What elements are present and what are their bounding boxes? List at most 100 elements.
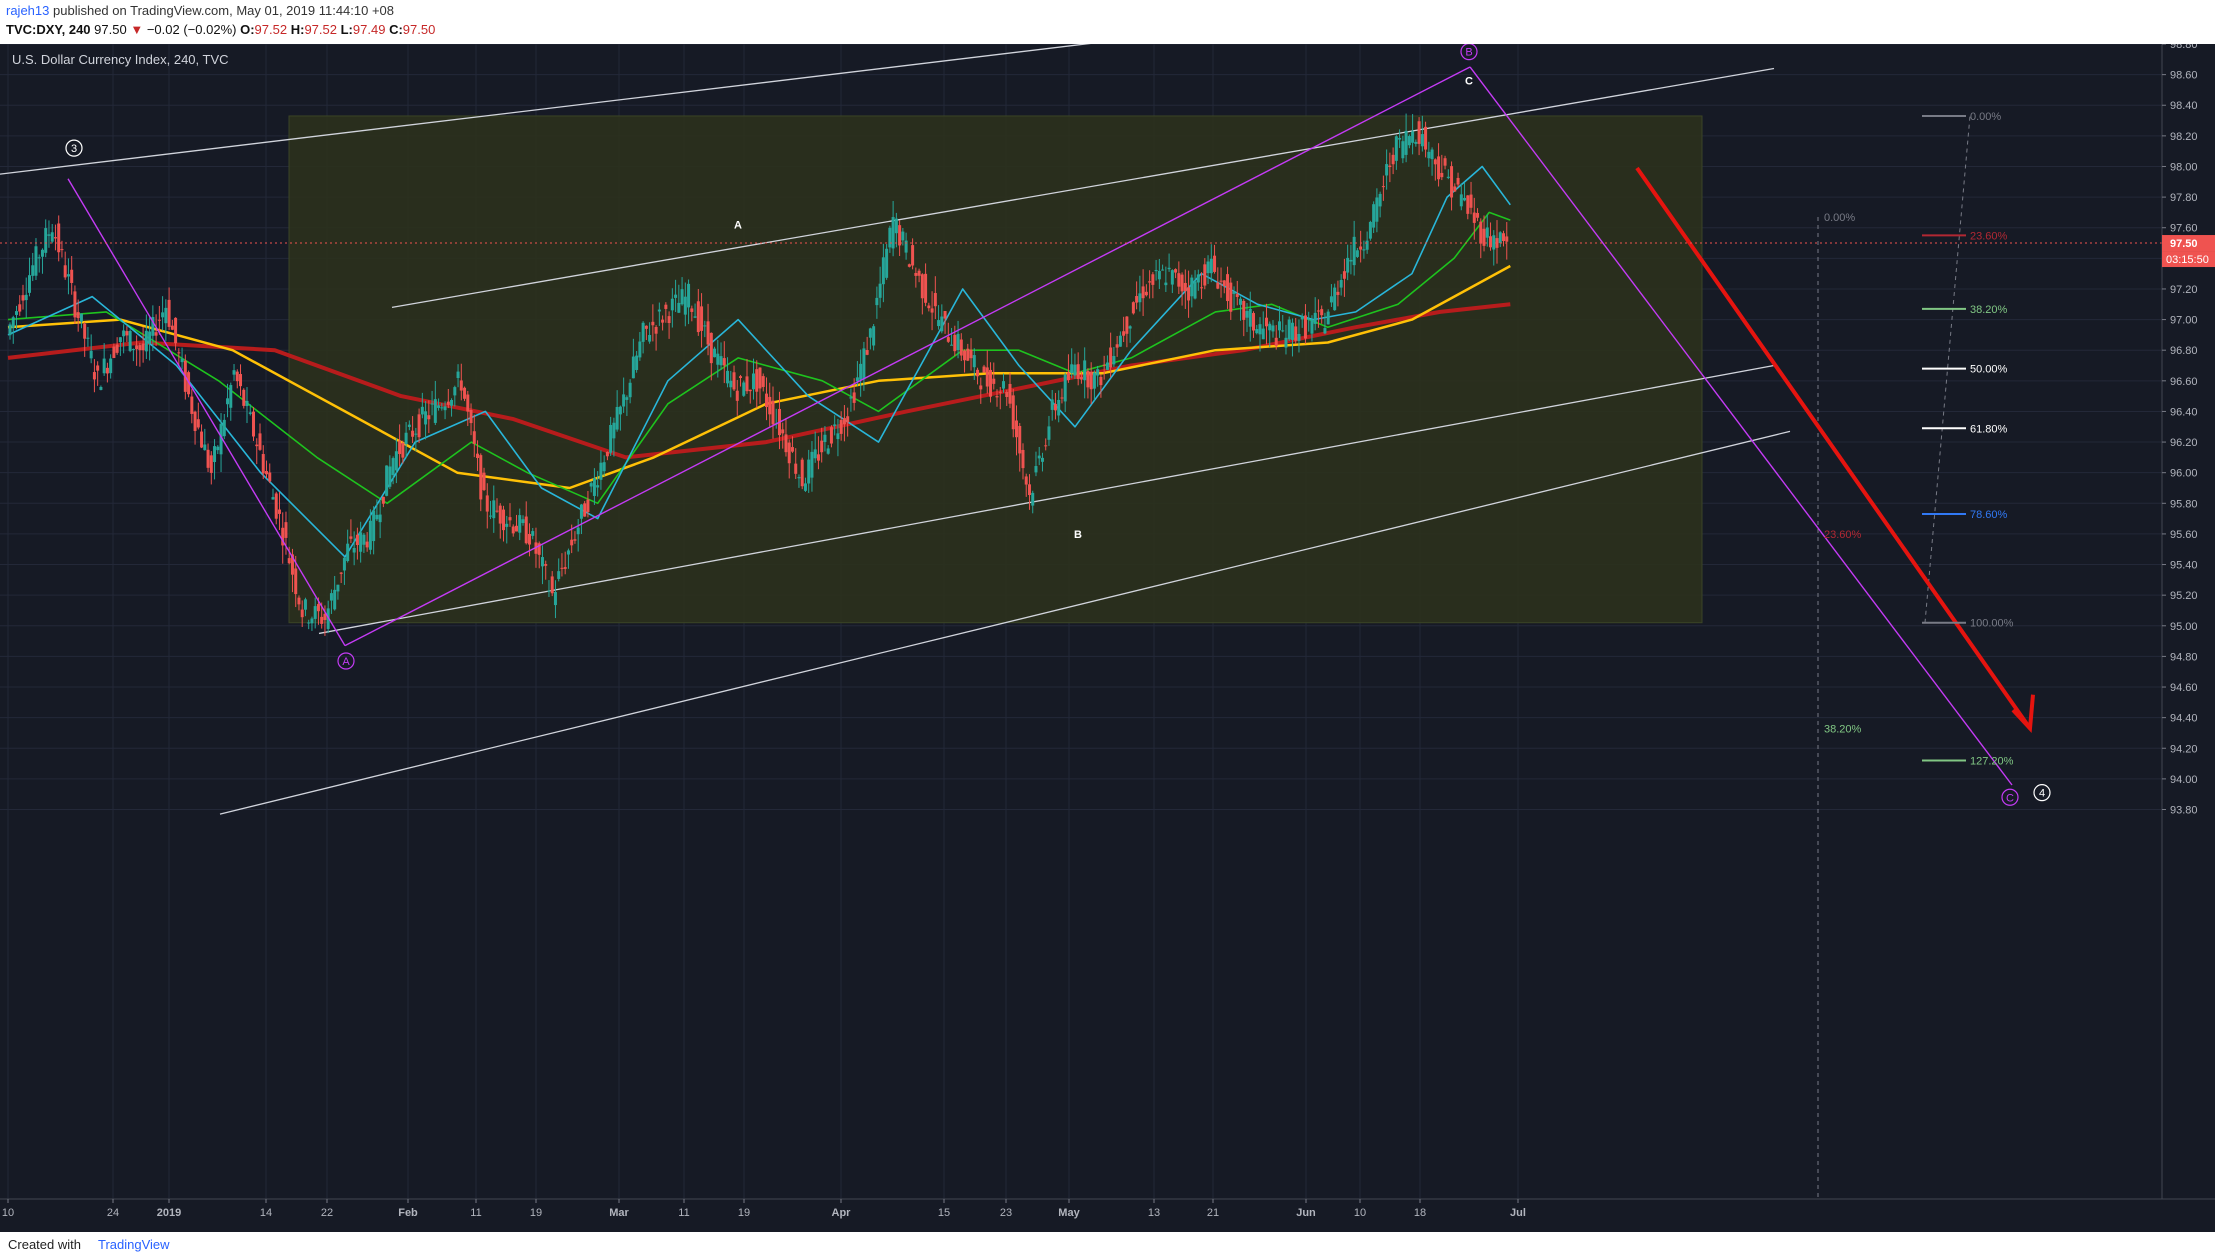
candle-body <box>674 294 678 298</box>
candle-body <box>1151 274 1155 285</box>
candle-body <box>846 416 850 423</box>
candle-body <box>320 616 324 624</box>
candle-body <box>537 543 541 555</box>
candle-body <box>638 341 642 358</box>
candle-body <box>670 298 674 311</box>
candle-body <box>1466 195 1470 214</box>
candle-body <box>713 348 717 358</box>
candle-body <box>157 319 161 321</box>
candle-body <box>1359 246 1363 250</box>
candle-body <box>245 400 249 407</box>
change-value: −0.02 (−0.02%) <box>146 22 237 37</box>
candle-body <box>700 306 704 331</box>
candle-body <box>703 325 707 327</box>
candle-body <box>1472 212 1476 223</box>
time-tick-label: 24 <box>107 1207 119 1219</box>
time-tick-label: 13 <box>1148 1207 1160 1219</box>
candle-body <box>1196 274 1200 283</box>
time-tick-label: 11 <box>470 1207 481 1219</box>
chart-canvas[interactable]: U.S. Dollar Currency Index, 240, TVC 0.00… <box>0 26 2215 1242</box>
candle-body <box>216 446 220 451</box>
candle-body <box>557 571 561 579</box>
candle-body <box>1381 186 1385 188</box>
candle-body <box>148 331 152 344</box>
candle-body <box>1252 313 1256 331</box>
author-link[interactable]: rajeh13 <box>6 3 50 18</box>
candle-body <box>1469 194 1473 208</box>
candle-body <box>1495 238 1499 248</box>
candle-body <box>641 322 645 342</box>
candle-body <box>92 372 96 380</box>
candle-body <box>511 526 515 534</box>
tradingview-brand[interactable]: TradingView <box>98 1237 170 1252</box>
candle-body <box>836 433 840 440</box>
candle-body <box>365 541 369 548</box>
candle-body <box>514 525 518 532</box>
time-tick-label: 10 <box>2 1207 14 1219</box>
chart-svg[interactable]: U.S. Dollar Currency Index, 240, TVC 0.00… <box>0 26 2215 1242</box>
candle-body <box>758 367 762 389</box>
candle-body <box>131 349 135 351</box>
fib-level-label: 0.00% <box>1824 212 1855 224</box>
candle-body <box>1407 136 1411 146</box>
candle-body <box>1427 151 1431 159</box>
candle-body <box>1115 344 1119 348</box>
price-tick-label: 98.80 <box>2170 44 2198 51</box>
wave-label-circle <box>337 652 355 670</box>
candle-body <box>1177 273 1181 287</box>
candle-body <box>336 584 340 592</box>
candle-body <box>329 593 333 601</box>
candle-body <box>764 393 768 408</box>
candle-body <box>979 385 983 390</box>
candle-body <box>411 430 415 437</box>
candle-body <box>1329 296 1333 303</box>
time-tick-label: Jul <box>1510 1207 1526 1219</box>
candle-body <box>589 483 593 487</box>
abc-pattern <box>67 66 2013 786</box>
candle-body <box>226 398 230 405</box>
symbol-label: TVC:DXY, 240 <box>6 22 91 37</box>
pattern-leg-ab <box>344 66 1471 647</box>
candle-body <box>612 422 616 439</box>
candle-body <box>196 419 200 428</box>
candle-body <box>959 339 963 356</box>
candle-body <box>771 400 775 425</box>
candle-body <box>300 609 304 618</box>
candle-body <box>790 447 794 452</box>
candle-body <box>456 371 460 379</box>
candle-body <box>719 356 723 366</box>
wave-label-circle <box>2001 788 2019 806</box>
fib-level-label: 100.00% <box>1970 618 2014 630</box>
candle-body <box>1206 261 1210 274</box>
candle-body <box>21 295 25 301</box>
candle-body <box>800 459 804 487</box>
candle-body <box>781 429 785 434</box>
candle-body <box>1391 154 1395 165</box>
candle-body <box>735 390 739 401</box>
candle-body <box>1092 372 1096 389</box>
wave-label: B <box>1074 529 1082 541</box>
candle-body <box>164 307 168 324</box>
candle-body <box>1323 328 1327 334</box>
price-tick-label: 95.80 <box>2170 498 2198 510</box>
candle-body <box>24 294 28 301</box>
candle-body <box>1476 212 1480 218</box>
candle-body <box>1096 369 1100 376</box>
wave-label: C <box>1465 76 1473 88</box>
candle-body <box>1242 300 1246 320</box>
candle-body <box>1417 121 1421 144</box>
candle-body <box>135 345 139 350</box>
candle-body <box>609 424 613 453</box>
candle-body <box>375 514 379 520</box>
candle-body <box>924 273 928 303</box>
candle-body <box>482 472 486 490</box>
candle-body <box>79 313 83 322</box>
time-tick-label: 10 <box>1354 1207 1366 1219</box>
price-tick-label: 94.40 <box>2170 713 2198 725</box>
candle-body <box>752 373 756 390</box>
candle-body <box>14 311 18 315</box>
candle-body <box>1109 347 1113 368</box>
candle-body <box>1034 466 1038 473</box>
candle-body <box>547 590 551 592</box>
candle-body <box>907 264 911 267</box>
